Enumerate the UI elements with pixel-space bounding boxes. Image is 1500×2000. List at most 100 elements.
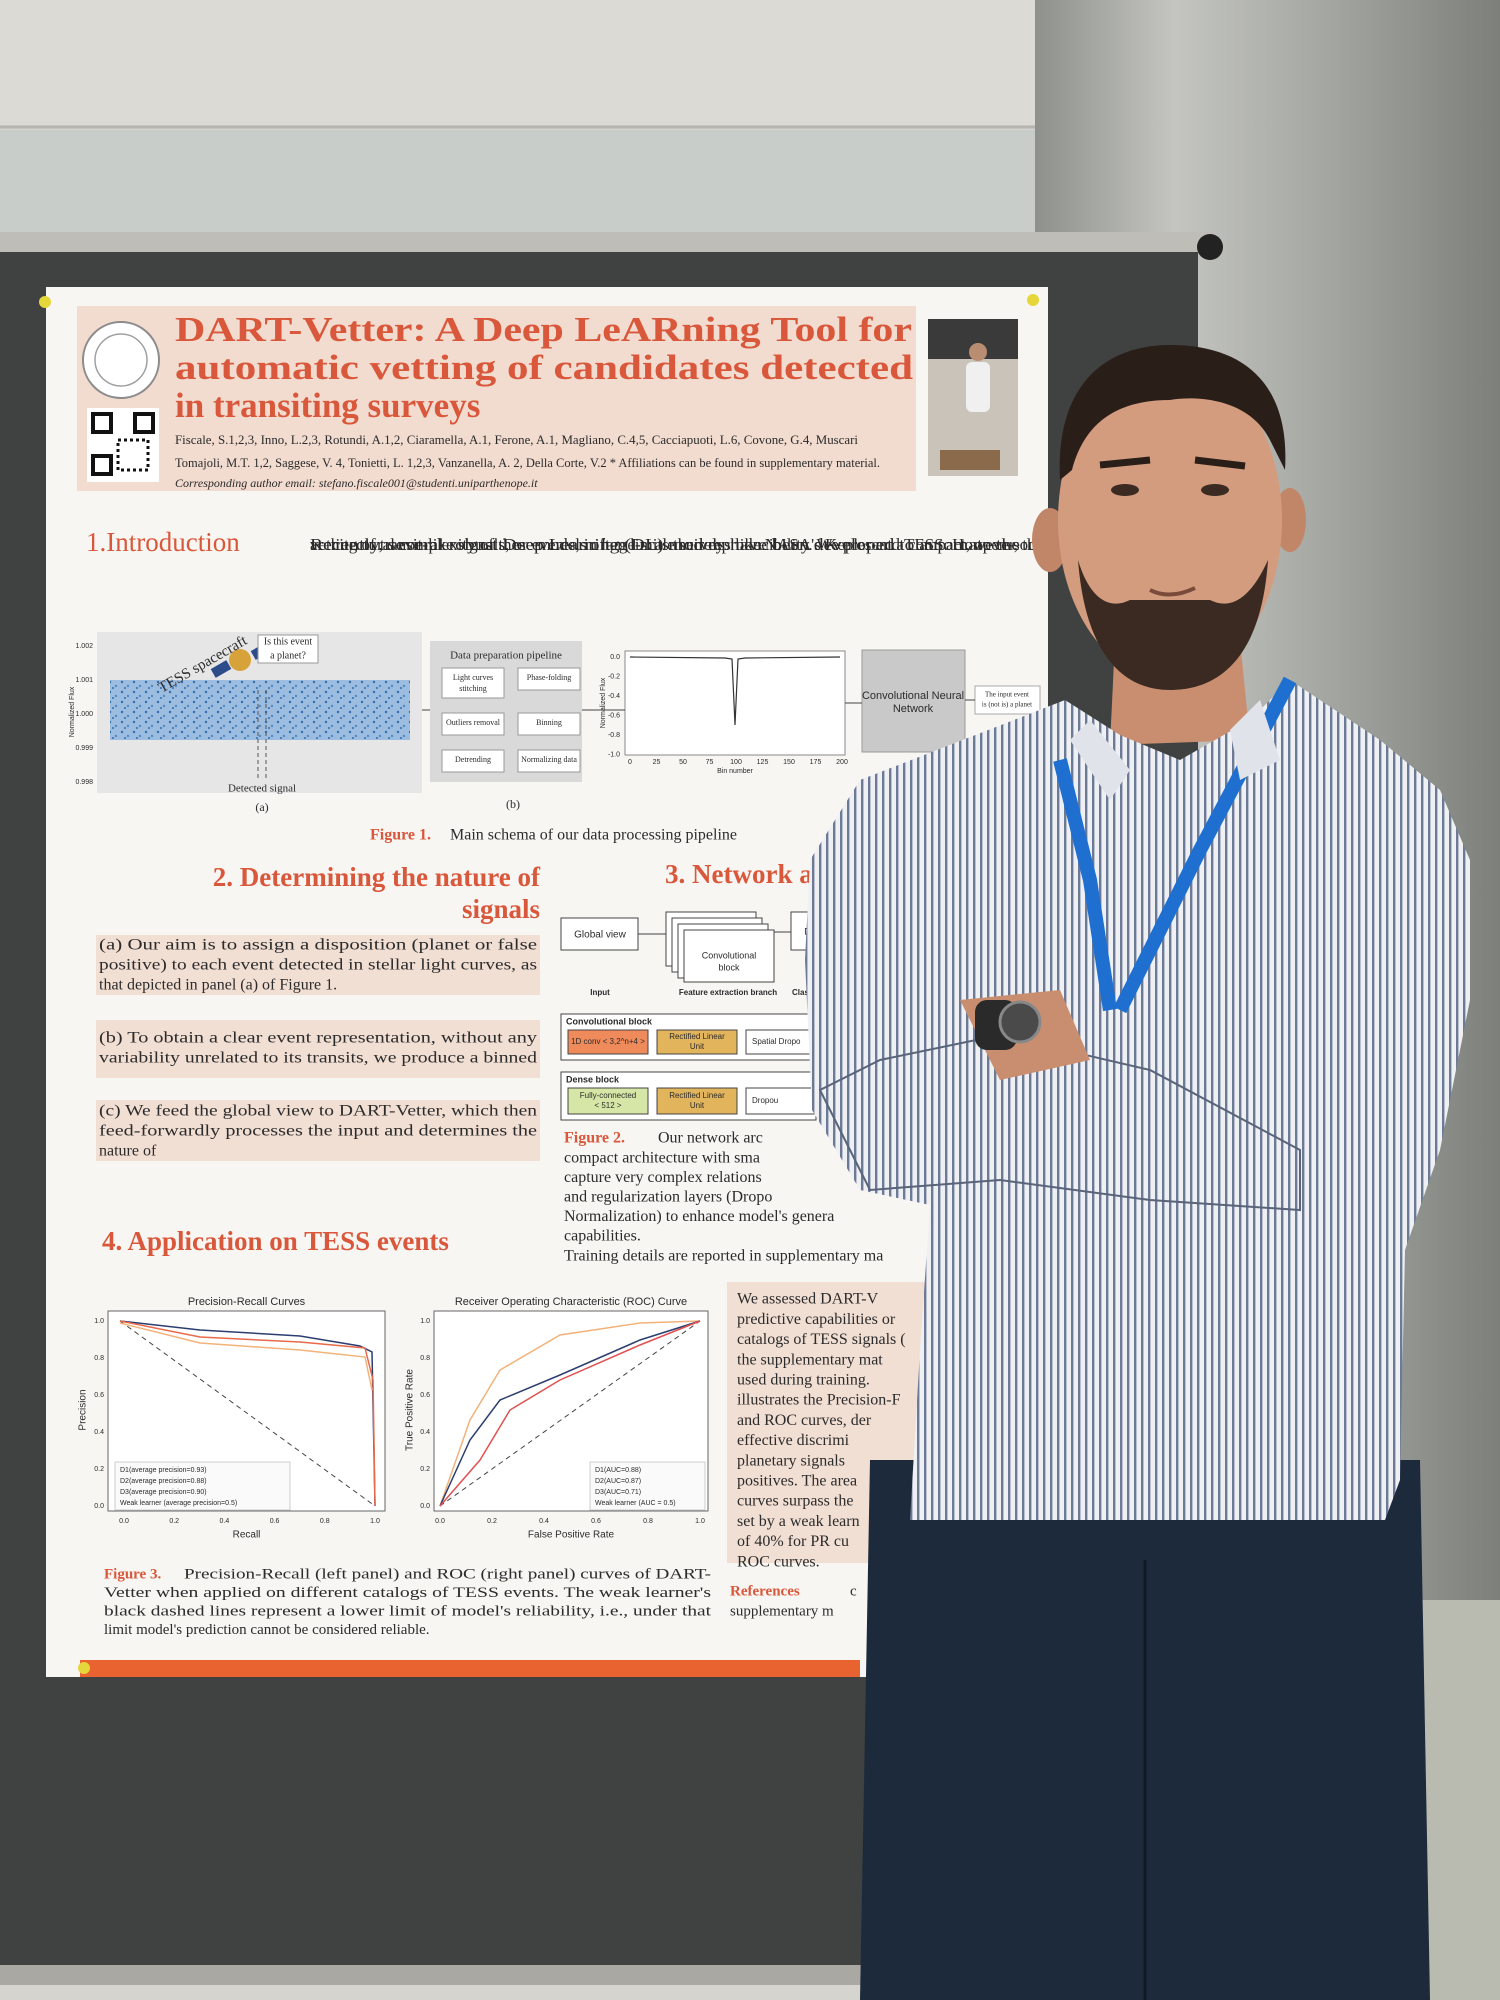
output-box	[974, 685, 1041, 715]
pr-baseline	[119, 1320, 376, 1507]
poster-title: automatic vetting of candidates detected	[175, 348, 914, 387]
tick-label: 0.4	[539, 1518, 549, 1525]
global-view-box	[560, 917, 639, 951]
relu-item	[656, 1029, 738, 1055]
tick-label: 0.4	[220, 1518, 230, 1525]
dropout-item	[745, 1029, 817, 1055]
pipeline-step	[517, 712, 581, 736]
university-logo	[82, 321, 160, 399]
diagram-label: < 512 >	[594, 1101, 621, 1110]
tick-label: 0.0	[94, 1503, 104, 1510]
relu-item	[656, 1087, 738, 1115]
authors: Fiscale, S.1,2,3, Inno, L.2,3, Rotundi, …	[175, 432, 858, 447]
section-heading: signals	[462, 894, 540, 924]
tick-label: 200	[836, 759, 848, 766]
caption: Vetter when applied on different catalog…	[104, 1585, 711, 1601]
tick-label: 0.0	[420, 1503, 430, 1510]
text-box-a	[96, 935, 540, 995]
legend-entry: D3(average precision=0.90)	[120, 1489, 207, 1496]
pr-curve	[119, 1322, 373, 1391]
caption: black dashed lines represent a lower lim…	[104, 1603, 712, 1619]
diagram-label: Unit	[690, 1042, 705, 1051]
pipeline-step-text: Outliers removal	[446, 718, 501, 727]
body-text: positives. The area	[737, 1472, 857, 1489]
tick-label: 1.002	[75, 643, 93, 650]
qr-corner	[133, 412, 155, 434]
body-text: effective discrimi	[737, 1432, 850, 1449]
tick-label: 125	[757, 759, 769, 766]
tick-label: 0.6	[270, 1518, 280, 1525]
diagram-label: Fully-connected	[580, 1091, 636, 1100]
authors: Tomajoli, M.T. 1,2, Saggese, V. 4, Tonie…	[175, 455, 880, 470]
caption: Normalization) to enhance model's genera	[564, 1208, 834, 1225]
tick-label: 0.8	[643, 1518, 653, 1525]
pipeline-step-text: Detrending	[455, 755, 491, 764]
roc-curve	[439, 1320, 701, 1507]
annotation: Detected signal	[228, 783, 296, 795]
body-text: and ROC curves, der	[737, 1412, 872, 1429]
conv-item	[567, 1029, 649, 1055]
diagram-label: Input	[590, 988, 610, 997]
tick-label: 0.6	[591, 1518, 601, 1525]
caption: compact architecture with sma	[564, 1149, 760, 1166]
axis-label: False Positive Rate	[528, 1530, 615, 1541]
diagram-label: Unit	[690, 1101, 705, 1110]
beard	[1078, 560, 1268, 690]
diagram-label: Rectified Linear	[669, 1091, 725, 1100]
legend-entry: Weak learner (average precision=0.5)	[120, 1500, 237, 1507]
dropout-item	[745, 1087, 817, 1115]
tick-label: 0.0	[119, 1518, 129, 1525]
tick-label: 150	[783, 759, 795, 766]
body-text: set by a weak learn	[737, 1513, 860, 1530]
cnn-label: Network	[893, 703, 934, 715]
body-text: architectural complexity of these models…	[310, 535, 1087, 554]
board-top-rail	[0, 232, 1215, 252]
caption: Training details are reported in supplem…	[564, 1247, 883, 1264]
diagram-label: Dense block	[566, 1074, 620, 1084]
tick-label: 100	[730, 759, 742, 766]
roc-legend	[589, 1461, 706, 1511]
poster-title: in transiting surveys	[175, 386, 480, 425]
axis-label: Precision	[78, 1389, 89, 1430]
pr-curve	[119, 1320, 376, 1507]
hair	[1059, 345, 1286, 480]
tick-label: 0.8	[320, 1518, 330, 1525]
section-heading: 1.Introduction	[86, 527, 240, 557]
diagram-label: Spatial Dropo	[752, 1037, 801, 1046]
legend-entry: D3(AUC=0.71)	[595, 1489, 641, 1496]
tick-label: 0.0	[435, 1518, 445, 1525]
wall-strip	[0, 130, 1040, 235]
question-bubble	[257, 634, 319, 664]
tick-label: 0.2	[169, 1518, 179, 1525]
body-text: ROC curves.	[737, 1553, 820, 1570]
section-heading: 3. Network arc	[665, 859, 836, 889]
body-text: nature of	[99, 1143, 157, 1160]
photo-head	[969, 343, 987, 361]
caption: Precision-Recall (left panel) and ROC (r…	[184, 1566, 711, 1582]
tick-label: 0.998	[75, 779, 93, 786]
text-box-c	[96, 1100, 540, 1161]
conv-stack	[683, 929, 775, 983]
pipeline-title: Data preparation pipeline	[450, 650, 562, 662]
tick-label: 1.0	[695, 1518, 705, 1525]
section-heading: 2. Determining the nature of	[213, 862, 541, 892]
footer-bar	[80, 1660, 860, 1677]
caption: capture very complex relations	[564, 1169, 762, 1186]
pipeline-step-text: Normalizing data	[521, 755, 577, 764]
tick-label: 0.2	[94, 1466, 104, 1473]
floor	[1420, 1600, 1500, 2000]
caption: Main schema of our data processing pipel…	[450, 827, 737, 844]
pipeline-step-text: stitching	[459, 684, 487, 693]
legend-entry: D2(average precision=0.88)	[120, 1478, 207, 1485]
tick-label: 175	[810, 759, 822, 766]
qr-corner	[91, 454, 113, 476]
photo-desk	[940, 450, 1000, 470]
lightcurve-points	[110, 680, 410, 740]
pr-legend	[114, 1461, 291, 1511]
tick-label: 0.2	[420, 1466, 430, 1473]
header-band	[77, 306, 916, 491]
tick-label: 50	[679, 759, 687, 766]
body-text: (c) We feed the global view to DART-Vett…	[99, 1103, 537, 1120]
